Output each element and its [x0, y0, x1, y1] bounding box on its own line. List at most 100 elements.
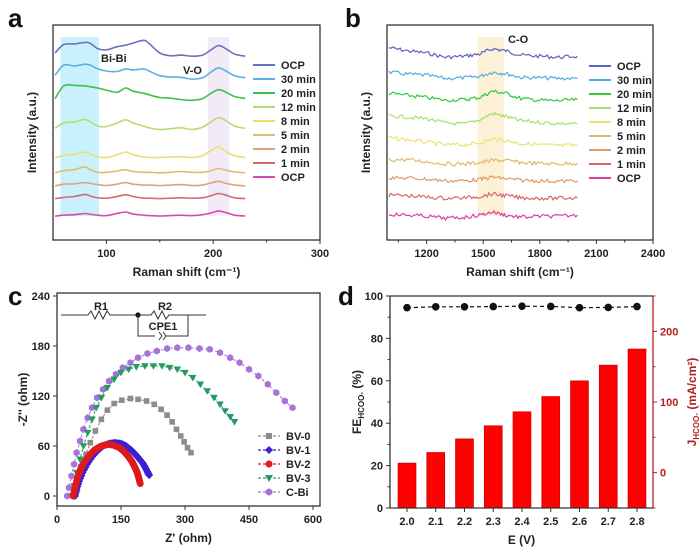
legend-label: 12 min: [281, 102, 316, 114]
series-c-bi: [64, 344, 296, 500]
marker-hexagon: [227, 354, 234, 362]
bar-j-hcoo: [627, 348, 647, 509]
y-tick-label: 100: [365, 291, 383, 303]
bar-j-hcoo: [397, 462, 417, 509]
marker-triangle: [181, 369, 189, 377]
x-axis-label: E (V): [508, 533, 535, 547]
y-axis-label: Intensity (a.u.): [359, 92, 373, 173]
marker-hexagon: [236, 359, 243, 367]
marker-triangle: [210, 394, 218, 402]
marker-hexagon: [84, 414, 91, 422]
trace-12-min: [388, 111, 578, 127]
panel-c-nyquist-chart: 0 150 300 450 600 0 60 120 180 240 Z' (ohm) -Z'' (o…: [16, 291, 322, 545]
legend-label: 12 min: [617, 103, 652, 115]
marker-diamond: [145, 471, 154, 480]
y-tick-label: 60: [371, 376, 383, 388]
fe-point: [633, 302, 641, 311]
marker-hexagon: [153, 347, 160, 355]
marker-square: [135, 396, 141, 403]
resistor-r2: [138, 309, 206, 321]
x-tick-label: 2.8: [629, 516, 644, 528]
x-axis-label: Raman shift (cm⁻¹): [133, 265, 241, 279]
trace-20-min: [388, 89, 578, 103]
marker-hexagon: [273, 389, 280, 397]
legend-label: 2 min: [617, 145, 646, 157]
x-tick-label: 0: [54, 514, 60, 526]
series-bv-0: [71, 395, 194, 499]
trace-ocp: [54, 210, 246, 217]
y-axis-label: Intensity (a.u.): [25, 92, 39, 173]
circuit-label-r1: R1: [94, 301, 108, 313]
y-tick-label: 60: [38, 441, 50, 453]
bar-j-hcoo: [455, 438, 474, 509]
marker-hexagon: [68, 472, 75, 480]
highlight-band: [207, 37, 230, 216]
marker-hexagon: [265, 488, 273, 496]
y-tick-label: 180: [32, 341, 50, 353]
legend-label: BV-1: [286, 445, 310, 457]
legend-label: OCP: [281, 172, 305, 184]
trace-20-min: [54, 83, 246, 102]
marker-square: [127, 395, 134, 402]
x-tick-label: 2.6: [572, 516, 587, 528]
y-tick-label: 20: [371, 461, 383, 473]
x-tick-label: 2100: [584, 248, 608, 260]
marker-hexagon: [245, 365, 253, 373]
marker-hexagon: [185, 344, 192, 352]
marker-triangle: [216, 401, 224, 409]
legend-label: 8 min: [617, 117, 646, 129]
marker-hexagon: [206, 345, 213, 353]
y2-tick-label: 100: [660, 397, 678, 409]
panel-b-raman-chart: 1200 1500 1800 2100 2400 Raman shift (cm⁻¹) In…: [359, 24, 665, 279]
marker-hexagon: [73, 449, 80, 457]
panel-label-d: d: [338, 281, 354, 311]
trace-ocp: [388, 209, 578, 222]
marker-triangle: [103, 384, 112, 392]
legend-label: 5 min: [281, 130, 310, 142]
y2-axis-label: JHCOO- (mA/cm²): [685, 358, 700, 447]
x-tick-label: 150: [112, 514, 130, 526]
series-line: [71, 365, 235, 497]
y2-tick-label: 0: [660, 468, 666, 480]
trace-30-min: [388, 70, 578, 81]
y-axis-label-main: FE: [350, 419, 364, 434]
legend-label: 20 min: [281, 88, 316, 100]
y-tick-label: 80: [371, 333, 383, 345]
y-tick-label: 0: [377, 503, 383, 515]
marker-square: [111, 400, 117, 407]
y-axis-label: FEHCOO- (%): [350, 370, 366, 434]
fe-point: [518, 302, 526, 310]
marker-triangle: [141, 363, 149, 370]
y-axis-label: -Z'' (ohm): [16, 373, 30, 427]
bar-j-hcoo: [426, 452, 446, 509]
panel-label-a: a: [8, 3, 23, 33]
x-tick-label: 300: [311, 248, 329, 260]
legend-label: 30 min: [617, 75, 652, 87]
x-tick-label: 1500: [471, 248, 495, 260]
series-bv-2: [69, 440, 144, 500]
marker-hexagon: [64, 492, 71, 500]
annotation-bi-bi: Bi-Bi: [101, 53, 127, 65]
marker-square: [158, 406, 164, 413]
trace-30-min: [54, 63, 246, 80]
legend-label: OCP: [281, 60, 305, 72]
marker-square: [177, 433, 184, 439]
marker-hexagon: [105, 377, 113, 385]
marker-hexagon: [70, 460, 78, 468]
trace-12-min: [54, 116, 246, 131]
highlight-band: [60, 37, 99, 216]
marker-hexagon: [281, 397, 288, 405]
marker-triangle: [97, 394, 106, 402]
cpe-element: [137, 315, 189, 341]
marker-square: [92, 428, 99, 434]
marker-diamond: [265, 446, 273, 454]
x-tick-label: 300: [176, 514, 194, 526]
x-tick-label: 600: [304, 514, 322, 526]
marker-hexagon: [112, 370, 119, 378]
equivalent-circuit-inset: [61, 309, 206, 341]
y-axis-label-unit: (%): [350, 370, 364, 392]
panel-a-raman-chart: 100 200 300 Raman shift (cm⁻¹) Intensity (a.…: [25, 24, 329, 279]
marker-hexagon: [119, 364, 126, 372]
fe-point: [403, 303, 411, 312]
circuit-label-cpe1: CPE1: [149, 321, 178, 333]
